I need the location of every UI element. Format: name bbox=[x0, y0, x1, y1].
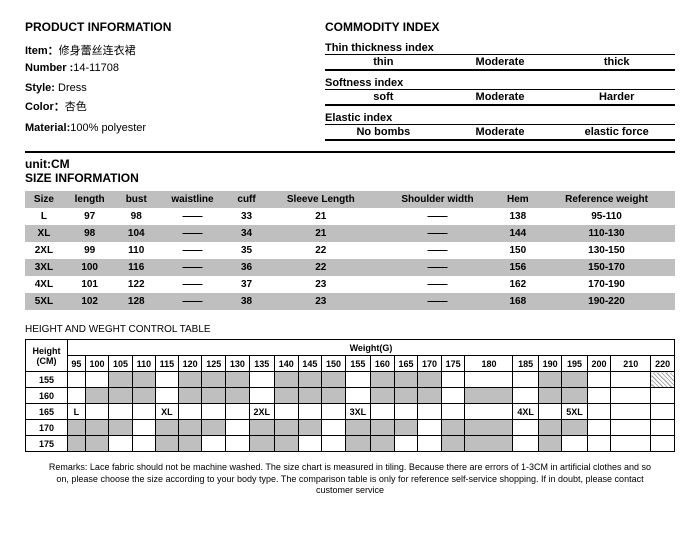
commodity-title: COMMODITY INDEX bbox=[325, 20, 675, 34]
divider bbox=[25, 151, 675, 153]
size-table: SizelengthbustwaistlinecuffSleeve Length… bbox=[25, 191, 675, 310]
commodity-index: COMMODITY INDEX Thin thickness index thi… bbox=[325, 20, 675, 141]
product-info: PRODUCT INFORMATION Item：修身蕾丝连衣裙 Number … bbox=[25, 20, 285, 141]
hw-title: HEIGHT AND WEGHT CONTROL TABLE bbox=[25, 324, 675, 335]
size-info-title: SIZE INFORMATION bbox=[25, 171, 675, 185]
product-title: PRODUCT INFORMATION bbox=[25, 20, 285, 34]
hw-table: Height (CM)Weight(G) 9510010511011512012… bbox=[25, 339, 675, 452]
unit-label: unit:CM bbox=[25, 157, 675, 171]
remarks: Remarks: Lace fabric should not be machi… bbox=[25, 462, 675, 497]
